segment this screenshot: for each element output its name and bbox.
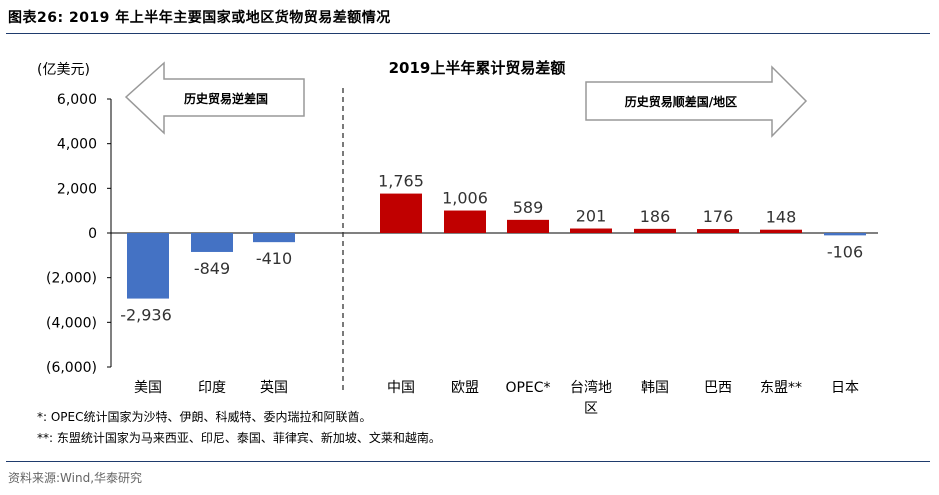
right-arrow-label: 历史贸易顺差国/地区	[625, 94, 737, 109]
bars-group	[127, 193, 866, 299]
y-tick-label: 0	[88, 226, 97, 242]
category-label: 东盟**	[760, 380, 802, 396]
left-arrow-label: 历史贸易逆差国	[184, 91, 268, 106]
y-tick-label: 4,000	[57, 137, 97, 153]
bar	[570, 228, 612, 233]
data-label: 589	[513, 198, 544, 217]
bar	[444, 210, 486, 233]
data-label: 201	[576, 207, 607, 226]
bar	[127, 233, 169, 299]
bar	[507, 219, 549, 233]
data-label: 186	[640, 207, 671, 226]
bar	[253, 233, 295, 243]
data-label: -106	[827, 242, 863, 261]
y-tick-label: (4,000)	[46, 315, 97, 331]
bar	[824, 233, 866, 236]
category-label: 美国	[134, 380, 162, 396]
figure-title: 图表26: 2019 年上半年主要国家或地区货物贸易差额情况	[8, 10, 391, 26]
right-arrow-shape	[585, 65, 808, 138]
labels-group: 2019上半年累计贸易差额 (亿美元) -2,936 美国 -849 印度 -410 英国 1,…	[37, 59, 863, 417]
category-label: 韩国	[641, 380, 669, 396]
footnote-asean: **: 东盟统计国家为马来西亚、印尼、泰国、菲律宾、新加坡、文莱和越南。	[37, 431, 441, 445]
data-label: 1,006	[442, 189, 488, 208]
category-label: 台湾地	[570, 379, 612, 396]
data-label: 148	[766, 208, 797, 227]
data-label: 1,765	[378, 172, 424, 191]
data-label: -849	[194, 259, 230, 278]
category-label: 印度	[198, 380, 226, 396]
category-label: OPEC*	[505, 380, 550, 396]
category-label-wrap: 区	[584, 401, 598, 417]
y-tick-label: (2,000)	[46, 271, 97, 287]
y-tick-label: 6,000	[57, 92, 97, 108]
data-label: -2,936	[120, 306, 172, 325]
bar	[380, 193, 422, 233]
y-axis-label: (亿美元)	[37, 62, 90, 78]
category-label: 欧盟	[451, 380, 479, 396]
footnote-opec: *: OPEC统计国家为沙特、伊朗、科威特、委内瑞拉和阿联酋。	[37, 410, 372, 424]
y-tick-label: 2,000	[57, 181, 97, 197]
title-divider	[6, 33, 930, 34]
category-label: 巴西	[704, 380, 732, 396]
category-label: 日本	[831, 380, 859, 396]
bar	[760, 229, 802, 233]
y-axis: 6,000 4,000 2,000 0 (2,000) (4,000) (6,000)	[46, 88, 878, 392]
footer-divider	[6, 461, 930, 462]
data-label: -410	[256, 249, 292, 268]
bar	[697, 229, 739, 233]
left-arrow-shape	[124, 61, 305, 135]
category-label: 中国	[387, 380, 415, 396]
source-text: 资料来源:Wind,华泰研究	[8, 471, 143, 485]
annotation-arrows: 历史贸易逆差国 历史贸易顺差国/地区	[124, 61, 808, 138]
bar	[191, 233, 233, 252]
y-tick-label: (6,000)	[46, 360, 97, 376]
category-label: 英国	[260, 379, 288, 396]
bar	[634, 228, 676, 233]
chart-title: 2019上半年累计贸易差额	[389, 59, 566, 77]
data-label: 176	[703, 207, 734, 226]
